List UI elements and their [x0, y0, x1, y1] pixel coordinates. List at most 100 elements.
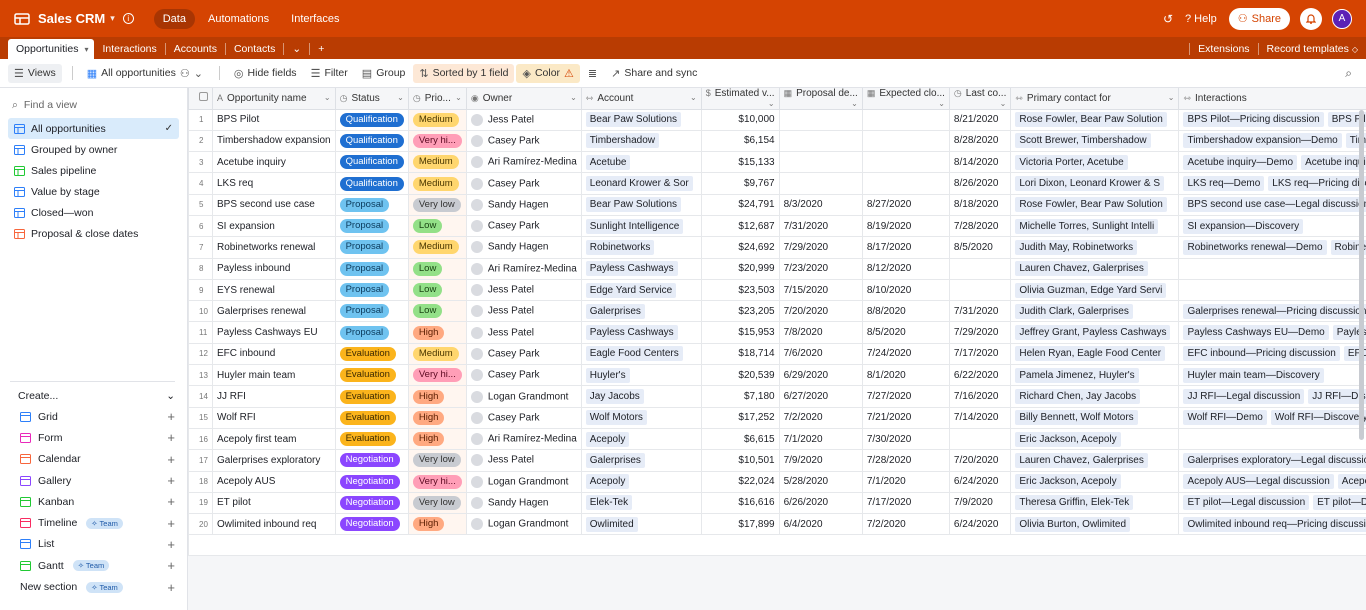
- interactions-cell[interactable]: Wolf RFI—Demo Wolf RFI—Discovery: [1178, 406, 1366, 429]
- opportunity-name-cell[interactable]: Payless inbound: [212, 257, 336, 280]
- account-cell[interactable]: Robinetworks: [580, 236, 702, 259]
- table-row[interactable]: 14 JJ RFI Evaluation High Logan Grandmont Jay…: [188, 385, 1366, 408]
- opportunity-name-cell[interactable]: BPS second use case: [212, 193, 336, 216]
- expected-close-cell[interactable]: 7/1/2020: [861, 470, 950, 493]
- table-row[interactable]: 7 Robinetworks renewal Proposal Medium Sandy…: [188, 236, 1366, 259]
- create-view-item[interactable]: Calendar +: [12, 449, 175, 470]
- opportunity-name-cell[interactable]: Acepoly AUS: [212, 470, 336, 493]
- table-row[interactable]: 19 ET pilot Negotiation Very low Sandy Hagen…: [188, 491, 1366, 515]
- last-contact-cell[interactable]: 7/20/2020: [948, 449, 1012, 472]
- estimated-value-cell[interactable]: $10,000: [700, 108, 780, 131]
- priority-cell[interactable]: Very hi...: [407, 129, 467, 153]
- column-header[interactable]: ⇿ Primary contact for ⌄: [1010, 88, 1180, 110]
- user-avatar[interactable]: A: [1332, 8, 1352, 29]
- plus-icon[interactable]: +: [167, 579, 175, 595]
- table-row[interactable]: 2 Timbershadow expansion Qualification Very…: [188, 129, 1366, 153]
- priority-cell[interactable]: Medium: [407, 108, 467, 131]
- status-cell[interactable]: Qualification: [334, 151, 409, 174]
- app-title[interactable]: Sales CRM: [38, 11, 106, 26]
- table-row[interactable]: 8 Payless inbound Proposal Low Ari Ramírez-M…: [188, 257, 1366, 280]
- estimated-value-cell[interactable]: $20,539: [700, 364, 780, 387]
- last-contact-cell[interactable]: 7/31/2020: [948, 300, 1012, 323]
- priority-cell[interactable]: High: [407, 321, 467, 344]
- priority-cell[interactable]: Low: [407, 214, 467, 238]
- select-all-checkbox[interactable]: [188, 88, 213, 110]
- status-cell[interactable]: Negotiation: [334, 513, 409, 536]
- chevron-down-icon[interactable]: ⌄: [999, 99, 1007, 109]
- interactions-cell[interactable]: [1178, 427, 1366, 451]
- primary-contact-cell[interactable]: Olivia Burton, Owlimited: [1010, 513, 1180, 536]
- last-contact-cell[interactable]: 7/29/2020: [948, 321, 1012, 344]
- plus-icon[interactable]: +: [167, 558, 175, 574]
- interactions-cell[interactable]: Acepoly AUS—Legal discussionAcepoly A: [1178, 470, 1366, 493]
- expected-close-cell[interactable]: [861, 151, 950, 174]
- estimated-value-cell[interactable]: $20,999: [700, 257, 780, 280]
- status-cell[interactable]: Proposal: [334, 236, 409, 259]
- proposal-deadline-cell[interactable]: 8/3/2020: [778, 193, 863, 216]
- row-height-button[interactable]: ≣: [582, 64, 603, 83]
- expected-close-cell[interactable]: 8/27/2020: [861, 193, 950, 216]
- expected-close-cell[interactable]: 7/17/2020: [861, 491, 950, 515]
- primary-contact-cell[interactable]: Jeffrey Grant, Payless Cashways: [1010, 321, 1180, 344]
- search-icon[interactable]: ⌕: [1345, 65, 1352, 80]
- last-contact-cell[interactable]: 8/5/2020: [948, 236, 1012, 259]
- account-cell[interactable]: Huyler's: [580, 364, 702, 387]
- column-header[interactable]: A Opportunity name ⌄: [212, 88, 336, 110]
- priority-cell[interactable]: High: [407, 385, 467, 408]
- column-header[interactable]: ◉ Owner ⌄: [465, 88, 582, 110]
- table-row[interactable]: 17 Galerprises exploratory Negotiation Very…: [188, 449, 1366, 472]
- expected-close-cell[interactable]: 8/10/2020: [861, 278, 950, 302]
- account-cell[interactable]: Jay Jacobs: [580, 385, 702, 408]
- status-cell[interactable]: Proposal: [334, 257, 409, 280]
- priority-cell[interactable]: Very low: [407, 491, 467, 515]
- status-cell[interactable]: Proposal: [334, 193, 409, 216]
- priority-cell[interactable]: High: [407, 427, 467, 451]
- expected-close-cell[interactable]: 7/27/2020: [861, 385, 950, 408]
- last-contact-cell[interactable]: 6/24/2020: [948, 513, 1012, 536]
- last-contact-cell[interactable]: 6/24/2020: [948, 470, 1012, 493]
- interactions-cell[interactable]: Timbershadow expansion—DemoTimbers: [1178, 129, 1366, 153]
- status-cell[interactable]: Negotiation: [334, 491, 409, 515]
- owner-cell[interactable]: Logan Grandmont: [465, 513, 582, 536]
- expected-close-cell[interactable]: [861, 172, 950, 195]
- owner-cell[interactable]: Sandy Hagen: [465, 236, 582, 259]
- account-cell[interactable]: Edge Yard Service: [580, 278, 702, 302]
- chevron-down-icon[interactable]: ⌄: [455, 92, 462, 102]
- estimated-value-cell[interactable]: $15,953: [700, 321, 780, 344]
- create-view-item[interactable]: Timeline ✧ Team +: [12, 512, 175, 533]
- status-cell[interactable]: Evaluation: [334, 342, 409, 366]
- column-header[interactable]: ⇿Interactions⌄: [1178, 88, 1366, 110]
- owner-cell[interactable]: Logan Grandmont: [465, 385, 582, 408]
- sidebar-view-item[interactable]: Closed—won: [8, 202, 179, 223]
- status-cell[interactable]: Qualification: [334, 129, 409, 153]
- priority-cell[interactable]: Low: [407, 257, 467, 280]
- interactions-cell[interactable]: [1178, 257, 1366, 280]
- sidebar-view-item[interactable]: All opportunities ✓: [8, 118, 179, 139]
- estimated-value-cell[interactable]: $22,024: [700, 470, 780, 493]
- plus-icon[interactable]: +: [167, 473, 175, 489]
- primary-contact-cell[interactable]: Billy Bennett, Wolf Motors: [1010, 406, 1180, 429]
- opportunity-name-cell[interactable]: Galerprises renewal: [212, 300, 336, 323]
- proposal-deadline-cell[interactable]: 7/2/2020: [778, 406, 863, 429]
- create-view-item[interactable]: Form +: [12, 427, 175, 448]
- opportunity-name-cell[interactable]: Acepoly first team: [212, 427, 336, 451]
- primary-contact-cell[interactable]: Rose Fowler, Bear Paw Solution: [1010, 108, 1180, 131]
- account-cell[interactable]: Bear Paw Solutions: [580, 193, 702, 216]
- column-header[interactable]: ▦ Proposal de... ⌄: [778, 88, 863, 110]
- proposal-deadline-cell[interactable]: 7/9/2020: [778, 449, 863, 472]
- proposal-deadline-cell[interactable]: 7/1/2020: [778, 427, 863, 451]
- last-contact-cell[interactable]: 8/28/2020: [948, 129, 1012, 153]
- primary-contact-cell[interactable]: Pamela Jimenez, Huyler's: [1010, 364, 1180, 387]
- chevron-down-icon[interactable]: ⌄: [323, 92, 331, 102]
- owner-cell[interactable]: Casey Park: [465, 129, 582, 153]
- last-contact-cell[interactable]: 7/17/2020: [948, 342, 1012, 366]
- nav-automations[interactable]: Automations: [207, 12, 270, 25]
- plus-icon[interactable]: +: [167, 451, 175, 467]
- status-cell[interactable]: Proposal: [334, 300, 409, 323]
- estimated-value-cell[interactable]: $10,501: [700, 449, 780, 472]
- proposal-deadline-cell[interactable]: 7/23/2020: [778, 257, 863, 280]
- nav-interfaces[interactable]: Interfaces: [291, 12, 340, 25]
- opportunity-name-cell[interactable]: Timbershadow expansion: [212, 129, 336, 153]
